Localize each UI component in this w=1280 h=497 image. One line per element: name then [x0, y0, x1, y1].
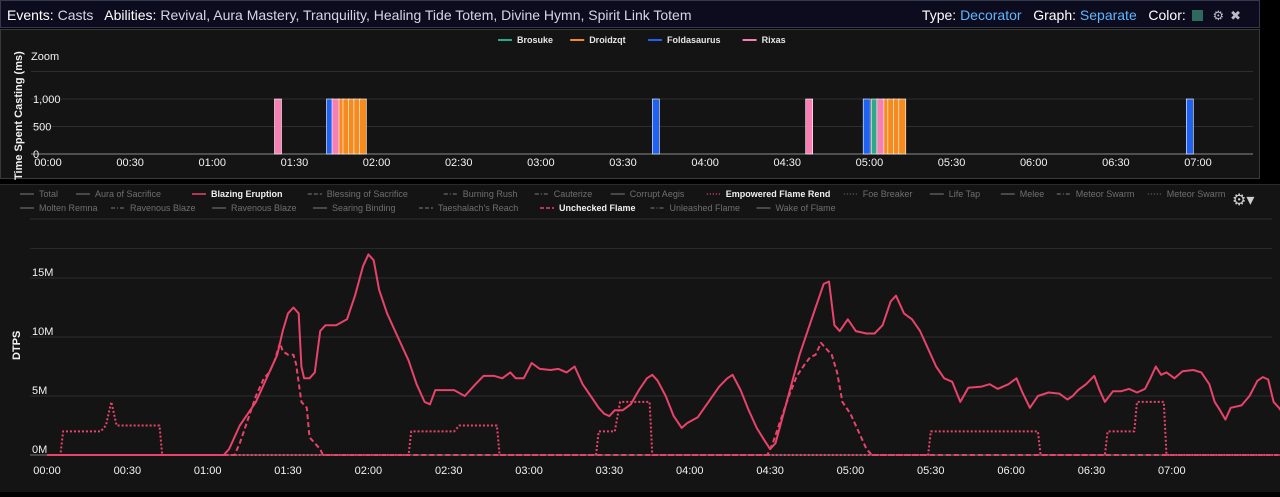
x-tick-label: 04:30	[774, 157, 802, 169]
close-icon[interactable]: ✖	[1230, 8, 1241, 23]
x-tick-label: 05:00	[837, 465, 865, 477]
abilities-value-link[interactable]: Revival, Aura Mastery, Tranquility, Heal…	[160, 7, 692, 23]
x-tick-label: 06:00	[997, 465, 1025, 477]
x-tick-label: 06:00	[1020, 157, 1048, 169]
x-tick-label: 03:30	[609, 157, 637, 169]
x-tick-label: 02:00	[355, 465, 383, 477]
legend-entry[interactable]: Brosuke	[517, 35, 553, 45]
x-tick-label: 02:30	[435, 465, 463, 477]
bar[interactable]	[1185, 98, 1194, 155]
legend-entry[interactable]: Molten Remna	[39, 203, 98, 213]
graph-label: Graph:	[1033, 7, 1077, 23]
x-tick-label: 04:00	[691, 157, 719, 169]
legend-entry[interactable]: Unchecked Flame	[559, 203, 636, 213]
legend-entry[interactable]: Searing Binding	[332, 203, 396, 213]
legend-entry[interactable]: Corrupt Aegis	[630, 189, 685, 199]
type-value-link[interactable]: Decorator	[960, 7, 1022, 23]
bar[interactable]	[876, 98, 885, 155]
x-tick-label: 04:00	[676, 465, 704, 477]
x-tick-label: 02:30	[445, 157, 473, 169]
chart-settings-icon[interactable]: ⚙▾	[1232, 192, 1258, 210]
legend-entry[interactable]: Rixas	[762, 35, 786, 45]
legend-entry[interactable]: Cauterize	[554, 189, 593, 199]
dtps-y-axis-label: DTPS	[11, 331, 23, 360]
legend-entry[interactable]: Total	[39, 189, 58, 199]
abilities-label: Abilities:	[104, 7, 157, 23]
legend-entry[interactable]: Foldasaurus	[667, 35, 721, 45]
x-tick-label: 00:30	[114, 465, 142, 477]
toolbar-right: Type: Decorator Graph: Separate Color: ⚙…	[922, 7, 1241, 24]
toolbar-left: Events: Casts Abilities: Revival, Aura M…	[7, 7, 692, 23]
legend-entry[interactable]: Unleashed Flame	[670, 203, 741, 213]
y-tick-label: 15M	[32, 267, 53, 279]
y-tick-label: 0	[33, 149, 39, 161]
cast-chart-panel: 00:00 00:30 01:00 01:30 02:00 02:30 03:00 03:30…	[0, 29, 1260, 180]
legend-entry[interactable]: Blessing of Sacrifice	[327, 189, 408, 199]
legend-entry[interactable]: Burning Rush	[463, 189, 518, 199]
legend-entry[interactable]: Blazing Eruption	[211, 189, 283, 199]
series-line[interactable]	[47, 341, 1280, 456]
color-label: Color:	[1148, 7, 1186, 23]
legend-entry[interactable]: Taeshalach's Reach	[438, 203, 518, 213]
x-tick-label: 07:00	[1158, 465, 1186, 477]
x-tick-label: 05:00	[856, 157, 884, 169]
legend-entry[interactable]: Aura of Sacrifice	[95, 189, 161, 199]
y-tick-label: 0M	[32, 444, 47, 456]
legend-entry[interactable]: Foe Breaker	[863, 189, 913, 199]
legend-entry[interactable]: Melee	[1020, 189, 1045, 199]
legend-entry[interactable]: Empowered Flame Rend	[726, 189, 831, 199]
x-tick-label: 04:30	[756, 465, 784, 477]
legend-entry[interactable]: Ravenous Blaze	[130, 203, 196, 213]
y-tick-label: 1,000	[33, 94, 61, 106]
bar[interactable]	[331, 98, 340, 155]
x-tick-label: 03:00	[515, 465, 543, 477]
x-tick-label: 00:30	[116, 157, 144, 169]
bar[interactable]	[652, 98, 660, 155]
y-tick-label: 500	[33, 122, 51, 134]
x-tick-label: 05:30	[917, 465, 945, 477]
x-tick-label: 01:30	[274, 465, 302, 477]
series-line[interactable]	[47, 400, 1280, 456]
dtps-chart-panel: 00:00 00:30 01:00 01:30 02:00 02:30 03:00 03:30…	[0, 184, 1280, 492]
y-tick-label: 5M	[32, 385, 47, 397]
x-tick-label: 05:30	[938, 157, 966, 169]
x-tick-label: 01:00	[199, 157, 227, 169]
dtps-chart: 00:00 00:30 01:00 01:30 02:00 02:30 03:00 03:30…	[11, 189, 1280, 477]
gear-icon[interactable]: ⚙	[1212, 8, 1225, 23]
x-tick-label: 07:00	[1184, 157, 1212, 169]
bar[interactable]	[805, 98, 813, 155]
zoom-label[interactable]: Zoom	[31, 51, 59, 63]
type-label: Type:	[921, 7, 957, 23]
legend-entry[interactable]: Life Tap	[949, 189, 980, 199]
cast-chart: 00:00 00:30 01:00 01:30 02:00 02:30 03:00 03:30…	[13, 35, 1253, 180]
legend-entry[interactable]: Droidzqt	[589, 35, 626, 45]
bar[interactable]	[898, 98, 907, 155]
legend-entry[interactable]: Meteor Swarm	[1076, 189, 1135, 199]
series-line[interactable]	[47, 253, 1280, 456]
color-swatch[interactable]	[1191, 10, 1203, 21]
filter-toolbar: Events: Casts Abilities: Revival, Aura M…	[0, 0, 1260, 28]
graph-value-link[interactable]: Separate	[1079, 7, 1137, 23]
x-tick-label: 00:00	[33, 465, 61, 477]
bar[interactable]	[274, 98, 282, 155]
events-value-link[interactable]: Casts	[57, 7, 94, 23]
x-tick-label: 01:30	[281, 157, 309, 169]
legend-entry[interactable]: Meteor Swarm	[1167, 189, 1226, 199]
x-tick-label: 03:30	[596, 465, 624, 477]
x-tick-label: 06:30	[1078, 465, 1106, 477]
x-tick-label: 01:00	[194, 465, 222, 477]
cast-y-axis-label: Time Spent Casting (ms)	[13, 51, 25, 180]
y-tick-label: 10M	[32, 326, 53, 338]
bar[interactable]	[862, 98, 871, 155]
x-tick-label: 06:30	[1102, 157, 1130, 169]
events-label: Events:	[7, 7, 54, 23]
x-tick-label: 00:00	[34, 157, 62, 169]
legend-entry[interactable]: Ravenous Blaze	[231, 203, 297, 213]
x-tick-label: 03:00	[527, 157, 555, 169]
x-tick-label: 02:00	[363, 157, 391, 169]
legend-entry[interactable]: Wake of Flame	[776, 203, 836, 213]
bar[interactable]	[359, 98, 367, 155]
